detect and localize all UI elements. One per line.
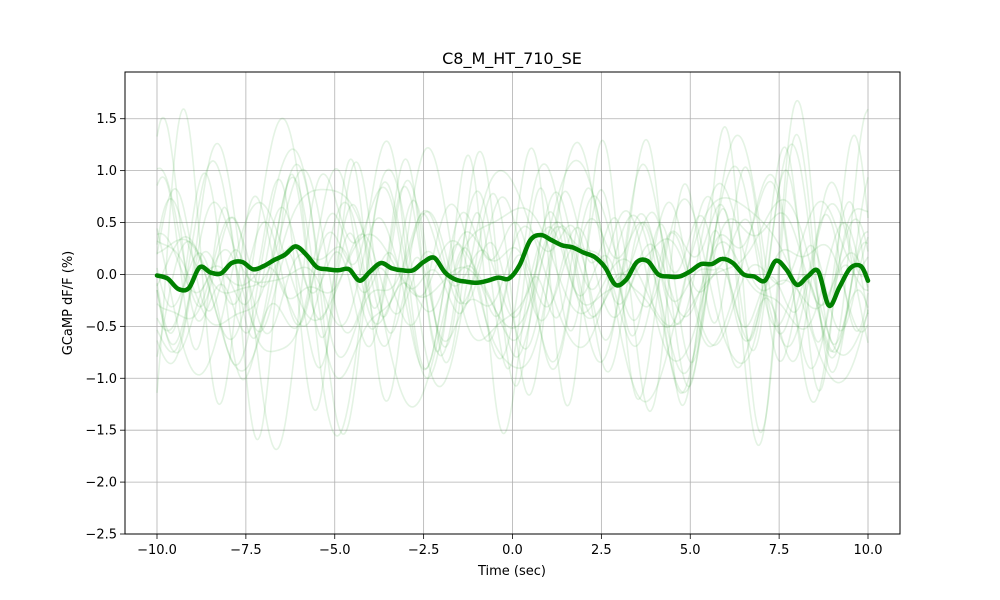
y-tick-label: 1.5 <box>96 112 117 127</box>
x-tick-label: 2.5 <box>591 543 612 558</box>
trial-trace-line <box>156 169 869 370</box>
trial-trace-line <box>156 117 869 437</box>
trial-trace-line <box>156 160 869 380</box>
trial-trace-line <box>156 179 869 373</box>
x-tick-label: 0.0 <box>502 543 523 558</box>
x-tick-label: −7.5 <box>230 543 262 558</box>
y-axis-label: GCaMP dF/F (%) <box>61 251 76 356</box>
y-tick-label: 0.5 <box>96 216 117 231</box>
trial-trace-line <box>156 159 869 403</box>
trial-trace-line <box>156 141 869 370</box>
x-axis-label: Time (sec) <box>477 564 546 579</box>
y-tick-label: −1.5 <box>85 424 117 439</box>
trial-trace-line <box>156 150 869 403</box>
x-tick-label: 10.0 <box>854 543 883 558</box>
x-tick-label: −10.0 <box>137 543 177 558</box>
y-tick-label: −0.5 <box>85 320 117 335</box>
trial-trace-line <box>156 142 869 363</box>
trial-trace-line <box>156 163 869 451</box>
trial-traces <box>156 99 869 451</box>
y-tick-label: −2.5 <box>85 528 117 543</box>
x-tick-label: 7.5 <box>769 543 790 558</box>
trial-trace-line <box>156 163 869 362</box>
trial-trace-line <box>156 134 869 412</box>
axis-ticks: −10.0 −7.5 −5.0 −2.5 0.0 2.5 5.0 7.5 10.0 −2.5 −2.… <box>85 112 882 558</box>
trial-trace-line <box>156 99 869 447</box>
trial-trace-line <box>156 108 869 413</box>
x-tick-label: 5.0 <box>680 543 701 558</box>
x-tick-label: −5.0 <box>319 543 351 558</box>
x-tick-label: −2.5 <box>408 543 440 558</box>
chart-title: C8_M_HT_710_SE <box>442 49 582 69</box>
y-tick-label: 0.0 <box>96 268 117 283</box>
trial-trace-line <box>156 188 869 408</box>
y-tick-label: −2.0 <box>85 476 117 491</box>
trial-trace-line <box>156 138 869 441</box>
trial-trace-line <box>156 146 869 363</box>
trial-trace-line <box>156 180 869 394</box>
trial-trace-line <box>156 143 869 435</box>
mean-series-line <box>154 232 871 309</box>
y-tick-label: −1.0 <box>85 372 117 387</box>
y-tick-label: 1.0 <box>96 164 117 179</box>
trial-trace-line <box>156 140 869 381</box>
trial-trace-line <box>156 108 869 434</box>
